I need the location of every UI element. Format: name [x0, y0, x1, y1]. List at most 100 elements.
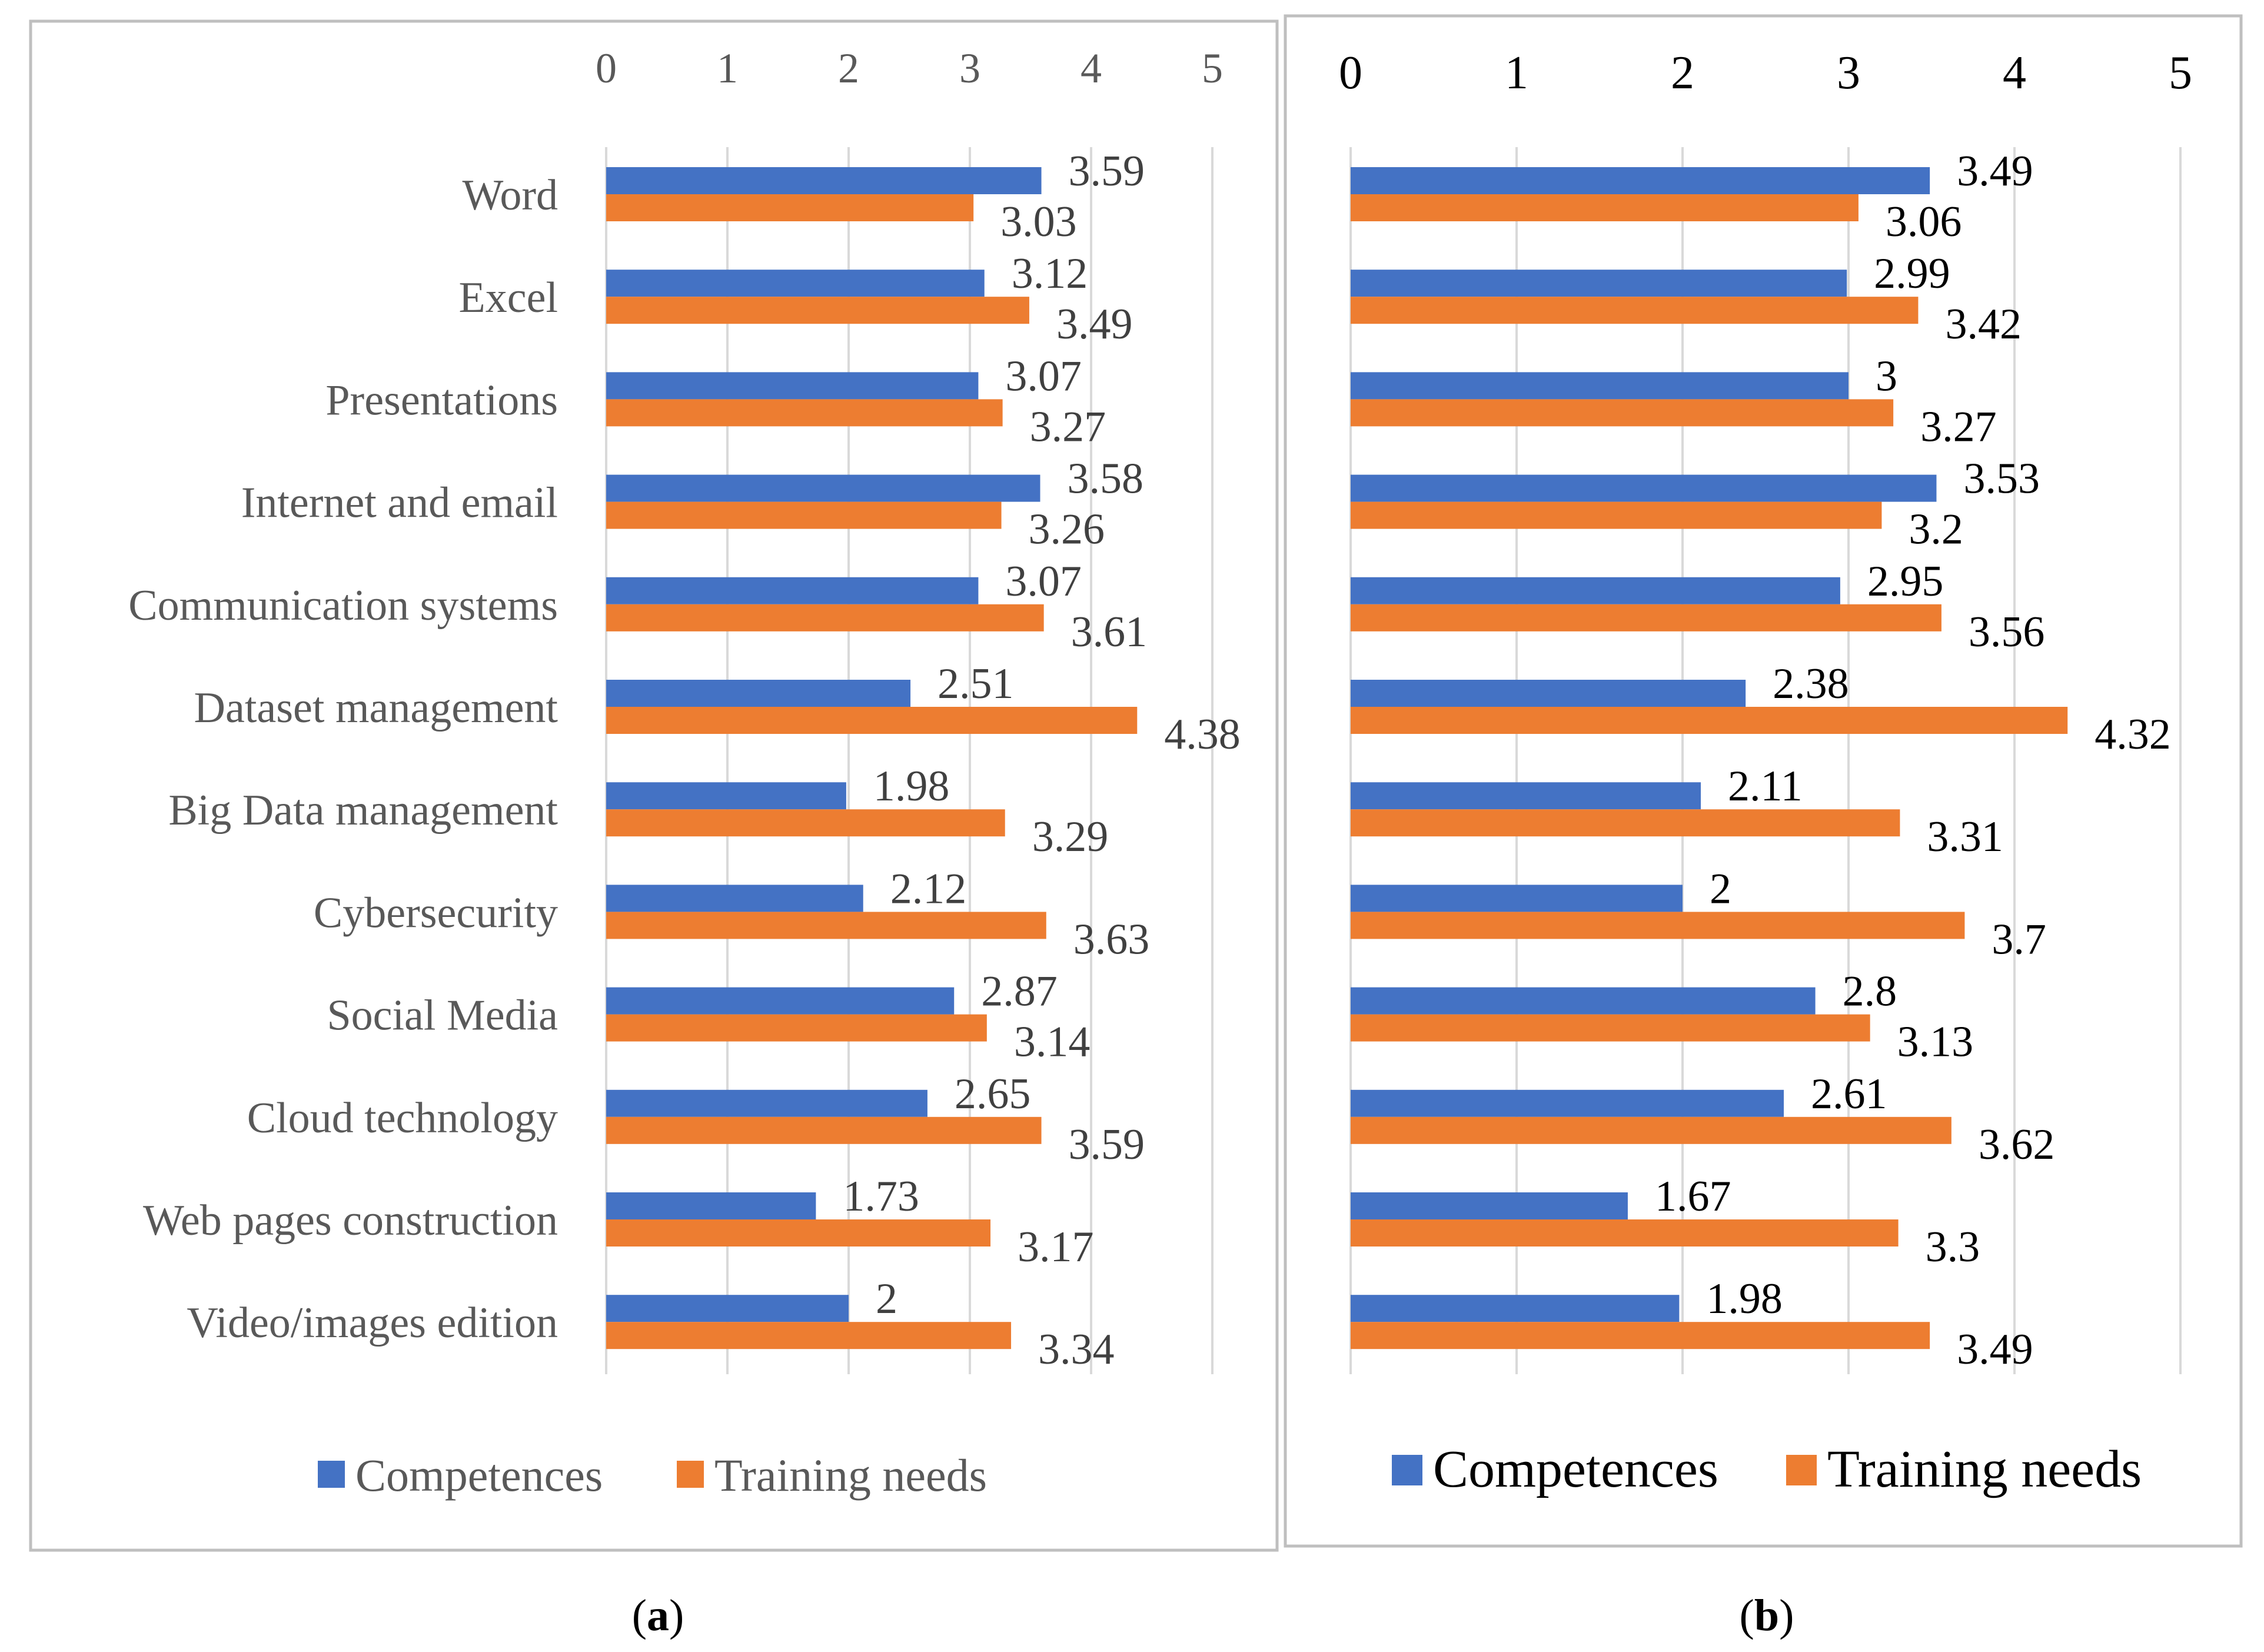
data-label: 3.27	[1030, 403, 1106, 451]
data-label: 3.26	[1029, 506, 1105, 554]
data-label: 3.62	[1979, 1121, 2055, 1169]
data-label: 4.38	[1164, 710, 1241, 759]
x-tick-label: 3	[959, 45, 980, 92]
data-label: 3.2	[1909, 506, 1963, 554]
panel-caption: (a)	[632, 1591, 684, 1640]
x-tick-label: 2	[838, 45, 859, 92]
competences-bar	[606, 270, 985, 297]
category-label: Excel	[459, 274, 558, 322]
training-needs-bar	[1351, 809, 1900, 837]
data-label: 3.27	[1920, 403, 1997, 451]
legend-swatch	[677, 1461, 704, 1488]
x-tick-label: 0	[596, 45, 617, 92]
category-label: Communication systems	[128, 581, 558, 630]
competences-bar	[606, 987, 955, 1015]
data-label: 2.11	[1728, 762, 1803, 810]
category-label: Cybersecurity	[314, 889, 558, 937]
competences-bar	[606, 577, 979, 604]
panel-a-frame	[29, 19, 1279, 1552]
data-label: 3.3	[1926, 1223, 1980, 1271]
data-label: 2	[876, 1275, 897, 1323]
competences-bar	[1351, 1192, 1628, 1219]
competences-bar	[1351, 1295, 1680, 1322]
training-needs-bar	[606, 297, 1029, 324]
data-label: 2.8	[1843, 968, 1897, 1016]
data-label: 2.99	[1874, 250, 1950, 298]
data-label: 3.53	[1963, 455, 2040, 503]
training-needs-bar	[1351, 1219, 1899, 1247]
data-label: 2.87	[981, 968, 1058, 1016]
training-needs-bar	[606, 707, 1138, 734]
training-needs-bar	[1351, 194, 1859, 221]
data-label: 3	[1876, 352, 1897, 400]
competences-bar	[606, 885, 863, 912]
legend-label: Competences	[1433, 1440, 1718, 1498]
competences-bar	[1351, 1089, 1784, 1117]
training-needs-bar	[606, 809, 1005, 837]
data-label: 3.03	[1000, 198, 1077, 246]
training-needs-bar	[606, 399, 1003, 427]
competences-bar	[606, 782, 846, 810]
competences-bar	[606, 167, 1042, 194]
category-label: Word	[462, 171, 558, 220]
data-label: 3.7	[1992, 915, 2046, 963]
training-needs-bar	[1351, 1116, 1952, 1144]
category-label: Internet and email	[241, 479, 558, 527]
x-tick-label: 3	[1837, 47, 1860, 99]
training-needs-bar	[1351, 1322, 1930, 1349]
competences-bar	[1351, 167, 1930, 194]
data-label: 3.13	[1897, 1018, 1974, 1066]
competences-bar	[606, 1295, 849, 1322]
training-needs-bar	[1351, 501, 1882, 529]
data-label: 3.12	[1012, 250, 1088, 298]
data-label: 3.49	[1957, 1325, 2033, 1374]
competences-bar	[606, 474, 1040, 502]
data-label: 3.06	[1886, 198, 1962, 246]
training-needs-bar	[606, 1322, 1012, 1349]
training-needs-bar	[1351, 297, 1919, 324]
training-needs-bar	[606, 912, 1046, 939]
data-label: 3.34	[1038, 1325, 1115, 1374]
x-tick-label: 1	[1505, 47, 1528, 99]
data-label: 1.98	[1706, 1275, 1783, 1323]
legend-swatch	[1392, 1455, 1422, 1485]
data-label: 3.59	[1069, 1121, 1145, 1169]
competences-bar	[1351, 270, 1847, 297]
competences-bar	[1351, 577, 1840, 604]
data-label: 3.42	[1945, 300, 2022, 348]
training-needs-bar	[1351, 604, 1941, 631]
x-tick-label: 0	[1339, 47, 1362, 99]
data-label: 2.65	[955, 1070, 1031, 1118]
legend-swatch	[318, 1461, 345, 1488]
category-label: Social Media	[327, 992, 558, 1040]
competences-bar	[1351, 680, 1746, 707]
competences-bar	[1351, 372, 1849, 400]
data-label: 3.07	[1005, 557, 1082, 606]
category-label: Presentations	[325, 376, 558, 424]
competences-bar	[606, 1192, 816, 1219]
category-label: Web pages construction	[143, 1196, 558, 1245]
captions: (a) (b)	[632, 1591, 1794, 1640]
data-label: 3.07	[1005, 352, 1082, 400]
panel-b-chart: 0 1 2 3 4 53.493.062.993.4233.273.533.22.953.…	[1339, 47, 2192, 1498]
x-tick-label: 2	[1671, 47, 1694, 99]
data-label: 3.31	[1927, 813, 2003, 861]
data-label: 4.32	[2095, 710, 2171, 759]
training-needs-bar	[606, 501, 1002, 529]
data-label: 1.98	[873, 762, 950, 810]
panel-b-frame	[1284, 14, 2243, 1548]
training-needs-bar	[1351, 1014, 1870, 1042]
training-needs-bar	[1351, 707, 2068, 734]
x-tick-label: 5	[2169, 47, 2192, 99]
data-label: 1.67	[1655, 1172, 1731, 1221]
data-label: 2.95	[1867, 557, 1944, 606]
category-label: Cloud technology	[247, 1094, 558, 1142]
competences-bar	[606, 680, 911, 707]
category-label: Video/images edition	[187, 1299, 558, 1347]
competences-bar	[1351, 885, 1683, 912]
category-label: Big Data management	[168, 786, 558, 835]
legend-swatch	[1786, 1455, 1817, 1485]
competences-bar	[1351, 782, 1701, 810]
